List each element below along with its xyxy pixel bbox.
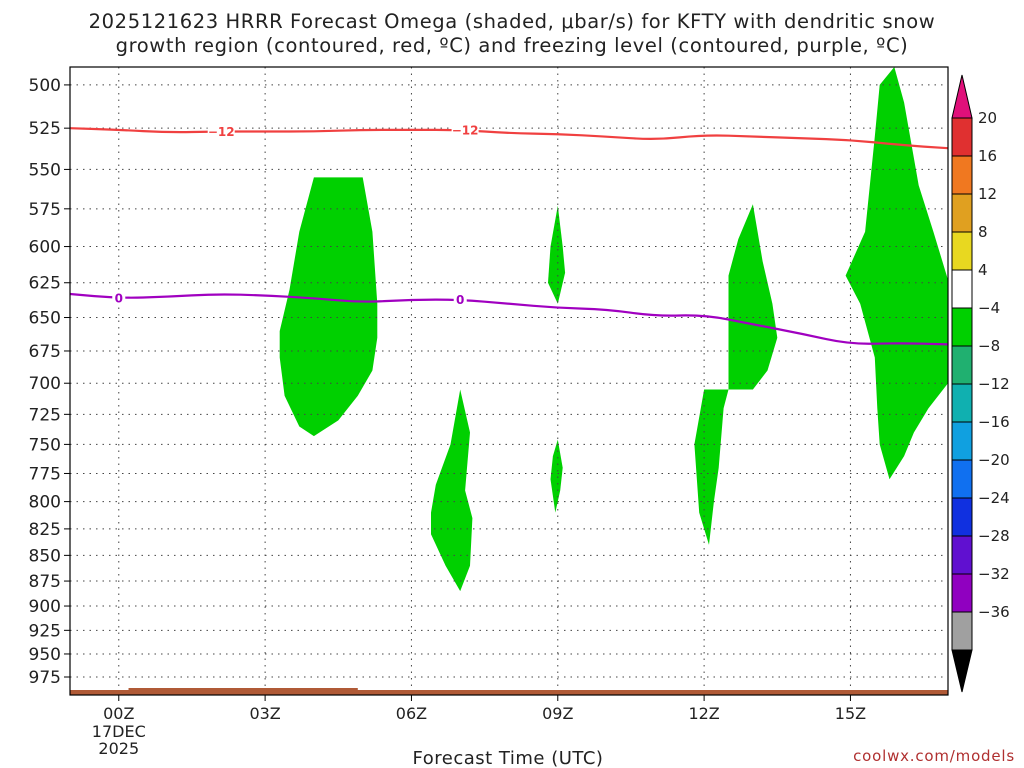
colorbar-swatch xyxy=(951,193,973,233)
y-tick-label: 500 xyxy=(29,76,61,96)
x-tick-label: 06Z xyxy=(396,704,427,723)
colorbar-label: −8 xyxy=(978,337,1000,355)
omega-region-1 xyxy=(279,177,378,437)
y-tick-label: 975 xyxy=(29,668,61,688)
chart-title-line-2: growth region (contoured, red, ºC) and f… xyxy=(115,34,909,57)
terrain-bump xyxy=(128,688,358,691)
terrain-strip xyxy=(70,690,948,695)
x-tick-sublabel: 2025 xyxy=(98,739,139,758)
colorbar-swatch xyxy=(951,611,973,651)
contour-layer: −12 −12 0 0 xyxy=(69,122,949,346)
y-tick-label: 725 xyxy=(29,405,61,425)
y-tick-label: 600 xyxy=(29,238,61,258)
chart-title-line-1: 2025121623 HRRR Forecast Omega (shaded, … xyxy=(88,10,936,33)
colorbar-label: −24 xyxy=(978,489,1010,507)
x-axis-label: Forecast Time (UTC) xyxy=(413,748,604,768)
contour-line-freezing xyxy=(69,292,949,346)
colorbar-bottom-arrow xyxy=(951,649,973,693)
y-tick-label: 800 xyxy=(29,493,61,513)
contour-label-bg xyxy=(453,292,467,307)
colorbar-label: 4 xyxy=(978,261,988,279)
colorbar-swatch xyxy=(951,307,973,347)
colorbar-swatch xyxy=(951,459,973,499)
colorbar-label: −4 xyxy=(978,299,1000,317)
x-tick-label: 12Z xyxy=(688,704,719,723)
colorbar-top-arrow xyxy=(951,74,973,119)
y-tick-label: 700 xyxy=(29,374,61,394)
colorbar-label: 8 xyxy=(978,223,988,241)
omega-shading-layer xyxy=(279,67,948,592)
colorbar-label: −12 xyxy=(978,375,1010,393)
colorbar-label: 20 xyxy=(978,109,997,127)
y-tick-label: 875 xyxy=(29,572,61,592)
contour-label: −12 xyxy=(452,123,479,137)
contour-label: 0 xyxy=(115,292,123,306)
colorbar-swatch xyxy=(951,535,973,575)
colorbar-swatch xyxy=(951,269,973,309)
x-tick-label: 00Z xyxy=(103,704,134,723)
colorbar-swatch xyxy=(951,421,973,461)
y-tick-label: 550 xyxy=(29,160,61,180)
colorbar-swatch xyxy=(951,383,973,423)
y-tick-label: 900 xyxy=(29,597,61,617)
y-tick-label: 525 xyxy=(29,119,61,139)
y-axis: 500 525 550 575 600 625 650 675 700 725 750 775 800 8… xyxy=(29,76,70,688)
terrain-layer xyxy=(70,688,948,695)
y-tick-label: 650 xyxy=(29,309,61,329)
colorbar-label: 12 xyxy=(978,185,997,203)
y-tick-label: 825 xyxy=(29,520,61,540)
colorbar-swatch xyxy=(951,231,973,271)
omega-region-6 xyxy=(845,67,948,480)
colorbar-swatch xyxy=(951,155,973,195)
colorbar-label: −36 xyxy=(978,603,1010,621)
y-tick-label: 750 xyxy=(29,435,61,455)
y-tick-label: 850 xyxy=(29,546,61,566)
colorbar-label: 16 xyxy=(978,147,997,165)
contour-label-bg xyxy=(207,124,235,139)
x-tick-sublabel: 17DEC xyxy=(92,722,146,741)
omega-region-4 xyxy=(550,439,563,513)
y-tick-label: 775 xyxy=(29,464,61,484)
colorbar-swatch xyxy=(951,117,973,157)
plot-frame xyxy=(69,66,949,696)
contour-label-bg xyxy=(112,291,126,306)
y-tick-label: 575 xyxy=(29,200,61,220)
colorbar-label: −32 xyxy=(978,565,1010,583)
y-tick-label: 950 xyxy=(29,645,61,665)
colorbar-label: −16 xyxy=(978,413,1010,431)
contour-label-bg xyxy=(451,122,479,137)
colorbar-label: −20 xyxy=(978,451,1010,469)
colorbar-swatch xyxy=(951,573,973,613)
x-tick-label: 15Z xyxy=(835,704,866,723)
y-tick-label: 675 xyxy=(29,342,61,362)
y-tick-label: 925 xyxy=(29,621,61,641)
colorbar-swatch xyxy=(951,497,973,537)
colorbar: 20 16 12 8 4 −4 −8 −12 −16 −20 −24 −28 −32 −36 xyxy=(951,74,1010,693)
omega-region-5 xyxy=(694,204,778,545)
omega-region-3 xyxy=(548,205,566,304)
x-tick-label: 09Z xyxy=(542,704,573,723)
credit-text: coolwx.com/models xyxy=(853,747,1015,765)
grid-layer xyxy=(70,67,948,695)
colorbar-label: −28 xyxy=(978,527,1010,545)
y-tick-label: 625 xyxy=(29,274,61,294)
x-tick-label: 03Z xyxy=(249,704,280,723)
omega-region-2 xyxy=(431,389,473,592)
colorbar-swatch xyxy=(951,345,973,385)
contour-line-dgz xyxy=(69,127,949,150)
contour-label: −12 xyxy=(208,125,235,139)
contour-label: 0 xyxy=(456,293,464,307)
